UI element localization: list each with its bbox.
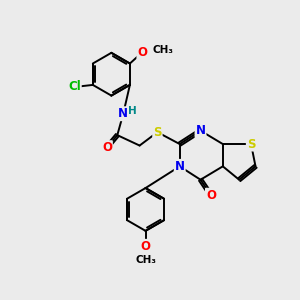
Text: S: S [247,138,255,151]
Text: O: O [206,189,216,202]
Text: N: N [196,124,206,137]
Text: N: N [118,107,128,120]
Text: CH₃: CH₃ [153,45,174,55]
Text: O: O [137,46,147,59]
Text: S: S [153,126,162,139]
Text: CH₃: CH₃ [135,255,156,265]
Text: N: N [175,160,185,173]
Text: H: H [128,106,136,116]
Text: O: O [140,240,151,253]
Text: Cl: Cl [68,80,81,93]
Text: O: O [102,141,112,154]
